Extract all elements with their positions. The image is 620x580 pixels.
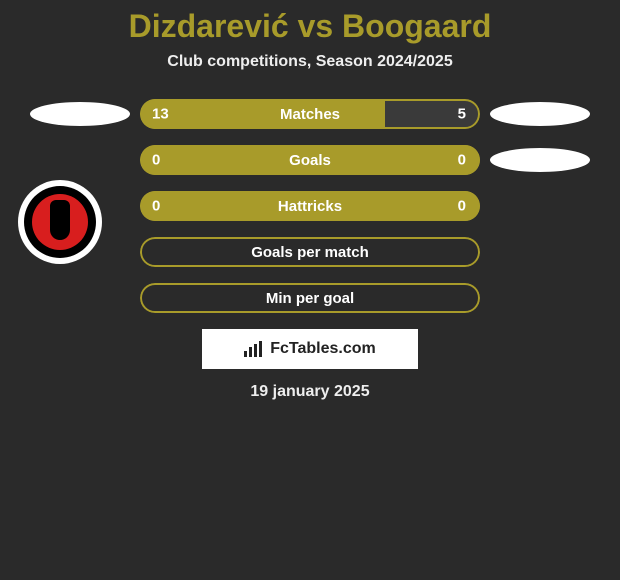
stat-row-matches: 13 Matches 5: [0, 99, 620, 129]
stat-value-right: 5: [458, 106, 466, 123]
stat-row-goals: 0 Goals 0: [0, 145, 620, 175]
stat-label: Matches: [280, 106, 340, 123]
ellipse-icon: [30, 102, 130, 126]
branding-text: FcTables.com: [270, 340, 376, 358]
page-subtitle: Club competitions, Season 2024/2025: [0, 53, 620, 71]
date-text: 19 january 2025: [0, 383, 620, 401]
stat-bar-hattricks: 0 Hattricks 0: [140, 191, 480, 221]
bar-chart-icon: [244, 341, 264, 357]
ellipse-icon: [490, 148, 590, 172]
player-right-badge-2: [490, 148, 590, 172]
stat-bar-fill: [140, 99, 385, 129]
page-title: Dizdarević vs Boogaard: [0, 8, 620, 45]
club-logo: [18, 180, 102, 264]
stat-bar-gpm: Goals per match: [140, 237, 480, 267]
stat-value-right: 0: [458, 152, 466, 169]
stat-bar-matches: 13 Matches 5: [140, 99, 480, 129]
stat-label: Goals: [289, 152, 331, 169]
stat-label: Goals per match: [251, 244, 369, 261]
club-logo-figure-icon: [50, 200, 70, 240]
stat-row-mpg: Min per goal: [0, 283, 620, 313]
club-logo-ring: [24, 186, 96, 258]
stat-value-left: 0: [152, 198, 160, 215]
player-left-badge: [30, 102, 130, 126]
branding-box: FcTables.com: [202, 329, 418, 369]
stat-value-right: 0: [458, 198, 466, 215]
ellipse-icon: [490, 102, 590, 126]
stat-value-left: 0: [152, 152, 160, 169]
club-logo-inner-circle: [32, 194, 88, 250]
stat-label: Min per goal: [266, 290, 354, 307]
stat-label: Hattricks: [278, 198, 342, 215]
infographic-container: Dizdarević vs Boogaard Club competitions…: [0, 0, 620, 401]
stat-bar-mpg: Min per goal: [140, 283, 480, 313]
player-right-badge: [490, 102, 590, 126]
stat-value-left: 13: [152, 106, 169, 123]
stat-bar-goals: 0 Goals 0: [140, 145, 480, 175]
